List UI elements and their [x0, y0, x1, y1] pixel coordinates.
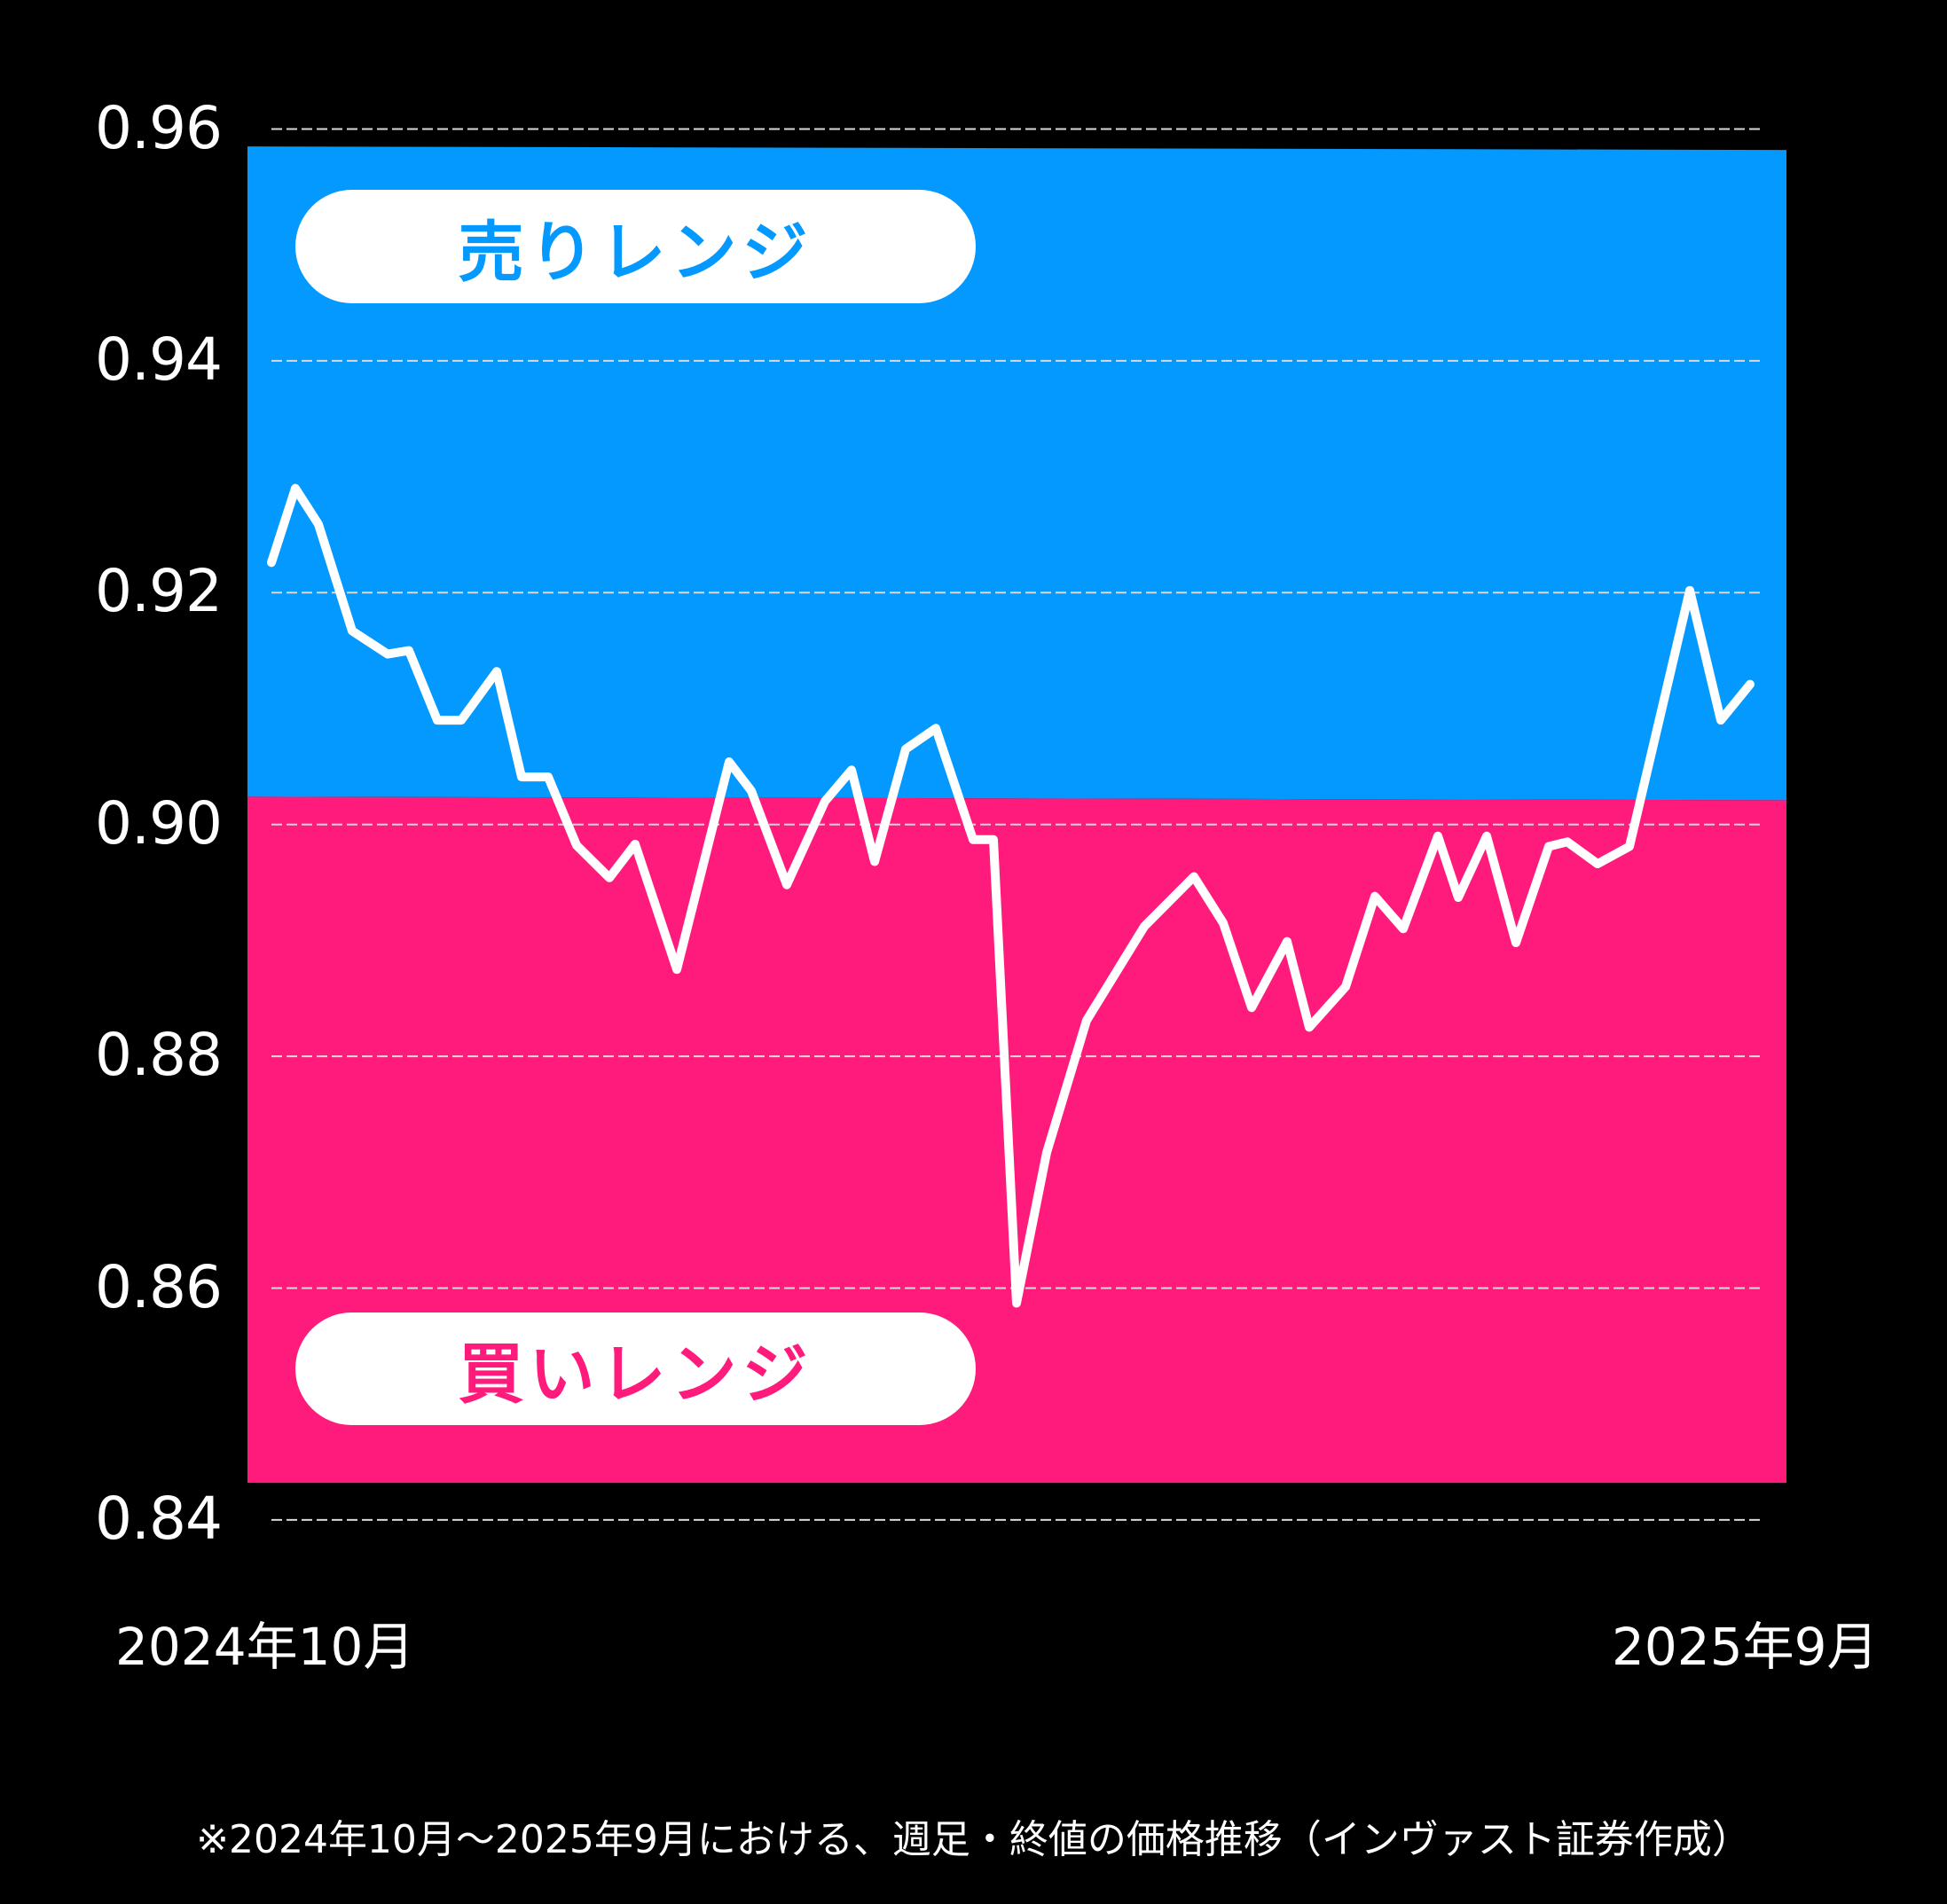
- price-line: [267, 483, 1755, 1308]
- y-tick-label: 0.94: [95, 325, 223, 394]
- buy-range-band: [247, 796, 1786, 1484]
- footnote: ※2024年10月〜2025年9月における、週足・終値の価格推移（インヴァスト証…: [196, 1817, 1751, 1862]
- y-tick-label: 0.96: [95, 93, 223, 162]
- range-bands: [247, 146, 1786, 1484]
- buy-range-text: 買いレンジ: [458, 1336, 813, 1413]
- y-tick-label: 0.86: [95, 1252, 223, 1321]
- y-tick-label: 0.88: [95, 1021, 223, 1090]
- buy-range-label: 買いレンジ: [295, 1312, 976, 1425]
- y-tick-label: 0.84: [95, 1484, 223, 1553]
- sell-range-band: [247, 146, 1786, 801]
- x-label-start: 2024年10月: [115, 1617, 415, 1677]
- y-tick-label: 0.90: [95, 788, 223, 858]
- y-tick-label: 0.92: [95, 557, 223, 626]
- sell-range-label: 売りレンジ: [295, 190, 976, 303]
- x-label-end: 2025年9月: [1612, 1617, 1879, 1677]
- sell-range-text: 売りレンジ: [458, 214, 813, 291]
